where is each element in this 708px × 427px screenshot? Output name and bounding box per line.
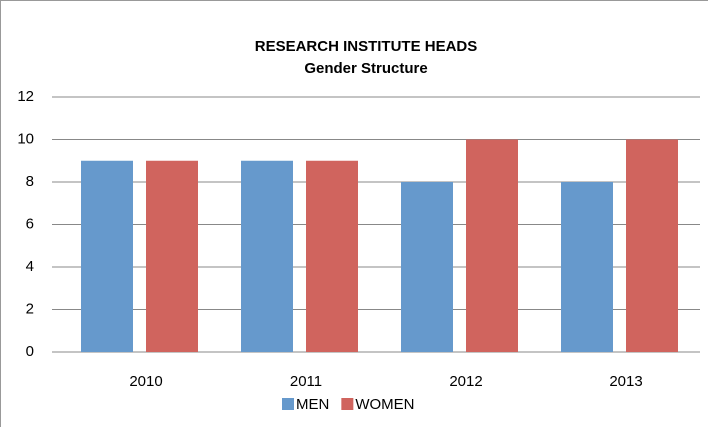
bar: [401, 182, 453, 352]
chart-title: RESEARCH INSTITUTE HEADS: [255, 38, 478, 55]
legend-label: MEN: [296, 396, 329, 413]
bar: [626, 139, 678, 352]
y-tick-label: 8: [26, 173, 34, 190]
legend-swatch: [282, 398, 294, 410]
bar: [146, 160, 198, 352]
bar: [561, 182, 613, 352]
legend-label: WOMEN: [355, 396, 414, 413]
x-tick-label: 2010: [129, 373, 162, 390]
y-tick-label: 10: [17, 130, 34, 147]
y-tick-label: 2: [26, 300, 34, 317]
bar: [306, 160, 358, 352]
bar: [466, 139, 518, 352]
bar: [81, 160, 133, 352]
y-tick-label: 0: [26, 343, 34, 360]
chart-subtitle: Gender Structure: [304, 60, 427, 77]
x-tick-label: 2012: [449, 373, 482, 390]
bar: [241, 160, 293, 352]
x-tick-label: 2011: [290, 373, 322, 390]
y-tick-label: 12: [17, 88, 34, 105]
y-tick-label: 4: [26, 258, 34, 275]
y-tick-label: 6: [26, 215, 34, 232]
legend-swatch: [341, 398, 354, 410]
x-tick-label: 2013: [609, 373, 642, 390]
